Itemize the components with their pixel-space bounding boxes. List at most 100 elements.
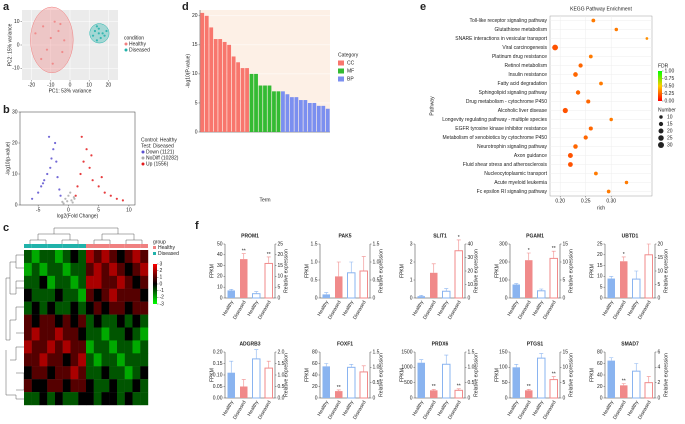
plot-area: [549, 15, 653, 197]
heatmap-cell: [47, 301, 56, 315]
heatmap-cell: [39, 327, 48, 341]
heatmap-cell: [93, 353, 102, 367]
group-bar: [70, 244, 79, 248]
heatmap-cell: [101, 366, 110, 380]
y-tick-label: 0: [195, 129, 198, 135]
point: [63, 39, 66, 42]
bar: [442, 363, 451, 399]
heatmap-cell: [78, 275, 87, 289]
axis-label: FPKM: [589, 264, 595, 278]
heatmap-cell: [62, 275, 71, 289]
heatmap-cell: [109, 301, 118, 315]
panel-label: a: [3, 1, 10, 13]
chart-title: PAK5: [339, 233, 352, 239]
bar: [321, 105, 326, 132]
heatmap-cell: [70, 379, 79, 393]
heatmap-cell: [39, 353, 48, 367]
bar: [322, 294, 330, 298]
heatmap-cell: [31, 366, 40, 380]
y-tick-label: 0.0: [278, 395, 285, 401]
point: [61, 50, 64, 54]
legend-title: condition: [124, 35, 144, 41]
heatmap-cell: [78, 314, 87, 328]
y-tick-label: 0: [658, 395, 661, 401]
dot: [606, 189, 611, 194]
error-bar: [444, 354, 449, 365]
heatmap-cell: [109, 327, 118, 341]
error-bar: [419, 359, 424, 363]
heatmap-cell: [47, 327, 56, 341]
point: [66, 200, 69, 203]
heatmap-cell: [62, 366, 71, 380]
y-tick-label: 40: [217, 252, 223, 258]
heatmap-cell: [140, 250, 149, 264]
heatmap-cell: [101, 301, 110, 315]
y-tick-label: 0: [410, 395, 413, 401]
group-bar: [101, 244, 110, 248]
bar: [607, 360, 615, 398]
y-tick-label: 1.0: [373, 259, 380, 265]
heatmap-cell: [109, 353, 118, 367]
y-tick-label: 50: [217, 241, 223, 247]
y-tick-label: 2: [658, 380, 661, 386]
y-tick-label: 40: [468, 241, 474, 247]
significance: **: [622, 378, 626, 384]
group-bar: [140, 244, 148, 248]
heatmap-cell: [31, 301, 40, 315]
heatmap-cell: [70, 353, 79, 367]
bar: [644, 382, 653, 399]
heatmap-cell: [78, 353, 87, 367]
heatmap-cell: [55, 314, 63, 328]
y-tick-label: 15: [192, 42, 198, 48]
heatmap-cell: [86, 340, 94, 354]
x-tick-label: 10: [86, 82, 92, 88]
axis-label: Relative expression: [568, 249, 574, 293]
x-axis-label: log2(Fold Change): [57, 213, 99, 219]
heatmap-cell: [93, 301, 102, 315]
bar: [537, 357, 546, 399]
heatmap-cell: [70, 366, 79, 380]
bar: [236, 62, 241, 132]
dot: [586, 99, 591, 104]
y-tick-label: Fatty acid degradation: [498, 81, 548, 87]
heatmap-cell: [124, 353, 133, 367]
heatmap-cell: [55, 275, 63, 289]
heatmap-cell: [132, 340, 141, 354]
legend-label: 30: [667, 142, 673, 148]
heatmap-cell: [31, 250, 40, 264]
heatmap-cell: [62, 301, 71, 315]
heatmap-cell: [101, 288, 110, 302]
heatmap-cell: [39, 314, 48, 328]
heatmap-cell: [117, 314, 125, 328]
bar: [281, 91, 285, 132]
group-bar: [86, 244, 94, 248]
point: [58, 188, 61, 191]
bar: [644, 254, 653, 299]
point: [101, 32, 104, 35]
y-tick-label: Glutathione metabolism: [494, 27, 547, 33]
legend-label: Healthy: [129, 41, 146, 47]
dot: [568, 162, 573, 167]
y-tick-label: 0: [373, 395, 376, 401]
bar: [417, 362, 425, 398]
panel-label: c: [3, 222, 9, 234]
legend-size: [658, 121, 664, 127]
point: [53, 20, 56, 23]
error-bar: [514, 283, 519, 285]
axis-label: -log10(P-value): [185, 54, 191, 89]
axis-label: FPKM: [494, 264, 500, 278]
x-tick-label: 0: [69, 82, 72, 88]
point: [64, 197, 67, 200]
legend-size: [658, 128, 664, 134]
heatmap-cell: [39, 262, 48, 277]
y-tick-label: 20: [192, 13, 198, 19]
y-tick-label: 25: [278, 241, 284, 247]
axis-label: Pathway: [429, 96, 435, 116]
y-tick-label: 15: [563, 241, 569, 247]
y-tick-label: 10: [278, 274, 284, 280]
heatmap-cell: [140, 327, 149, 341]
heatmap-cell: [31, 327, 40, 341]
error-bar: [551, 250, 556, 259]
legend-label: Healthy: [158, 245, 175, 251]
heatmap-cell: [93, 314, 102, 328]
